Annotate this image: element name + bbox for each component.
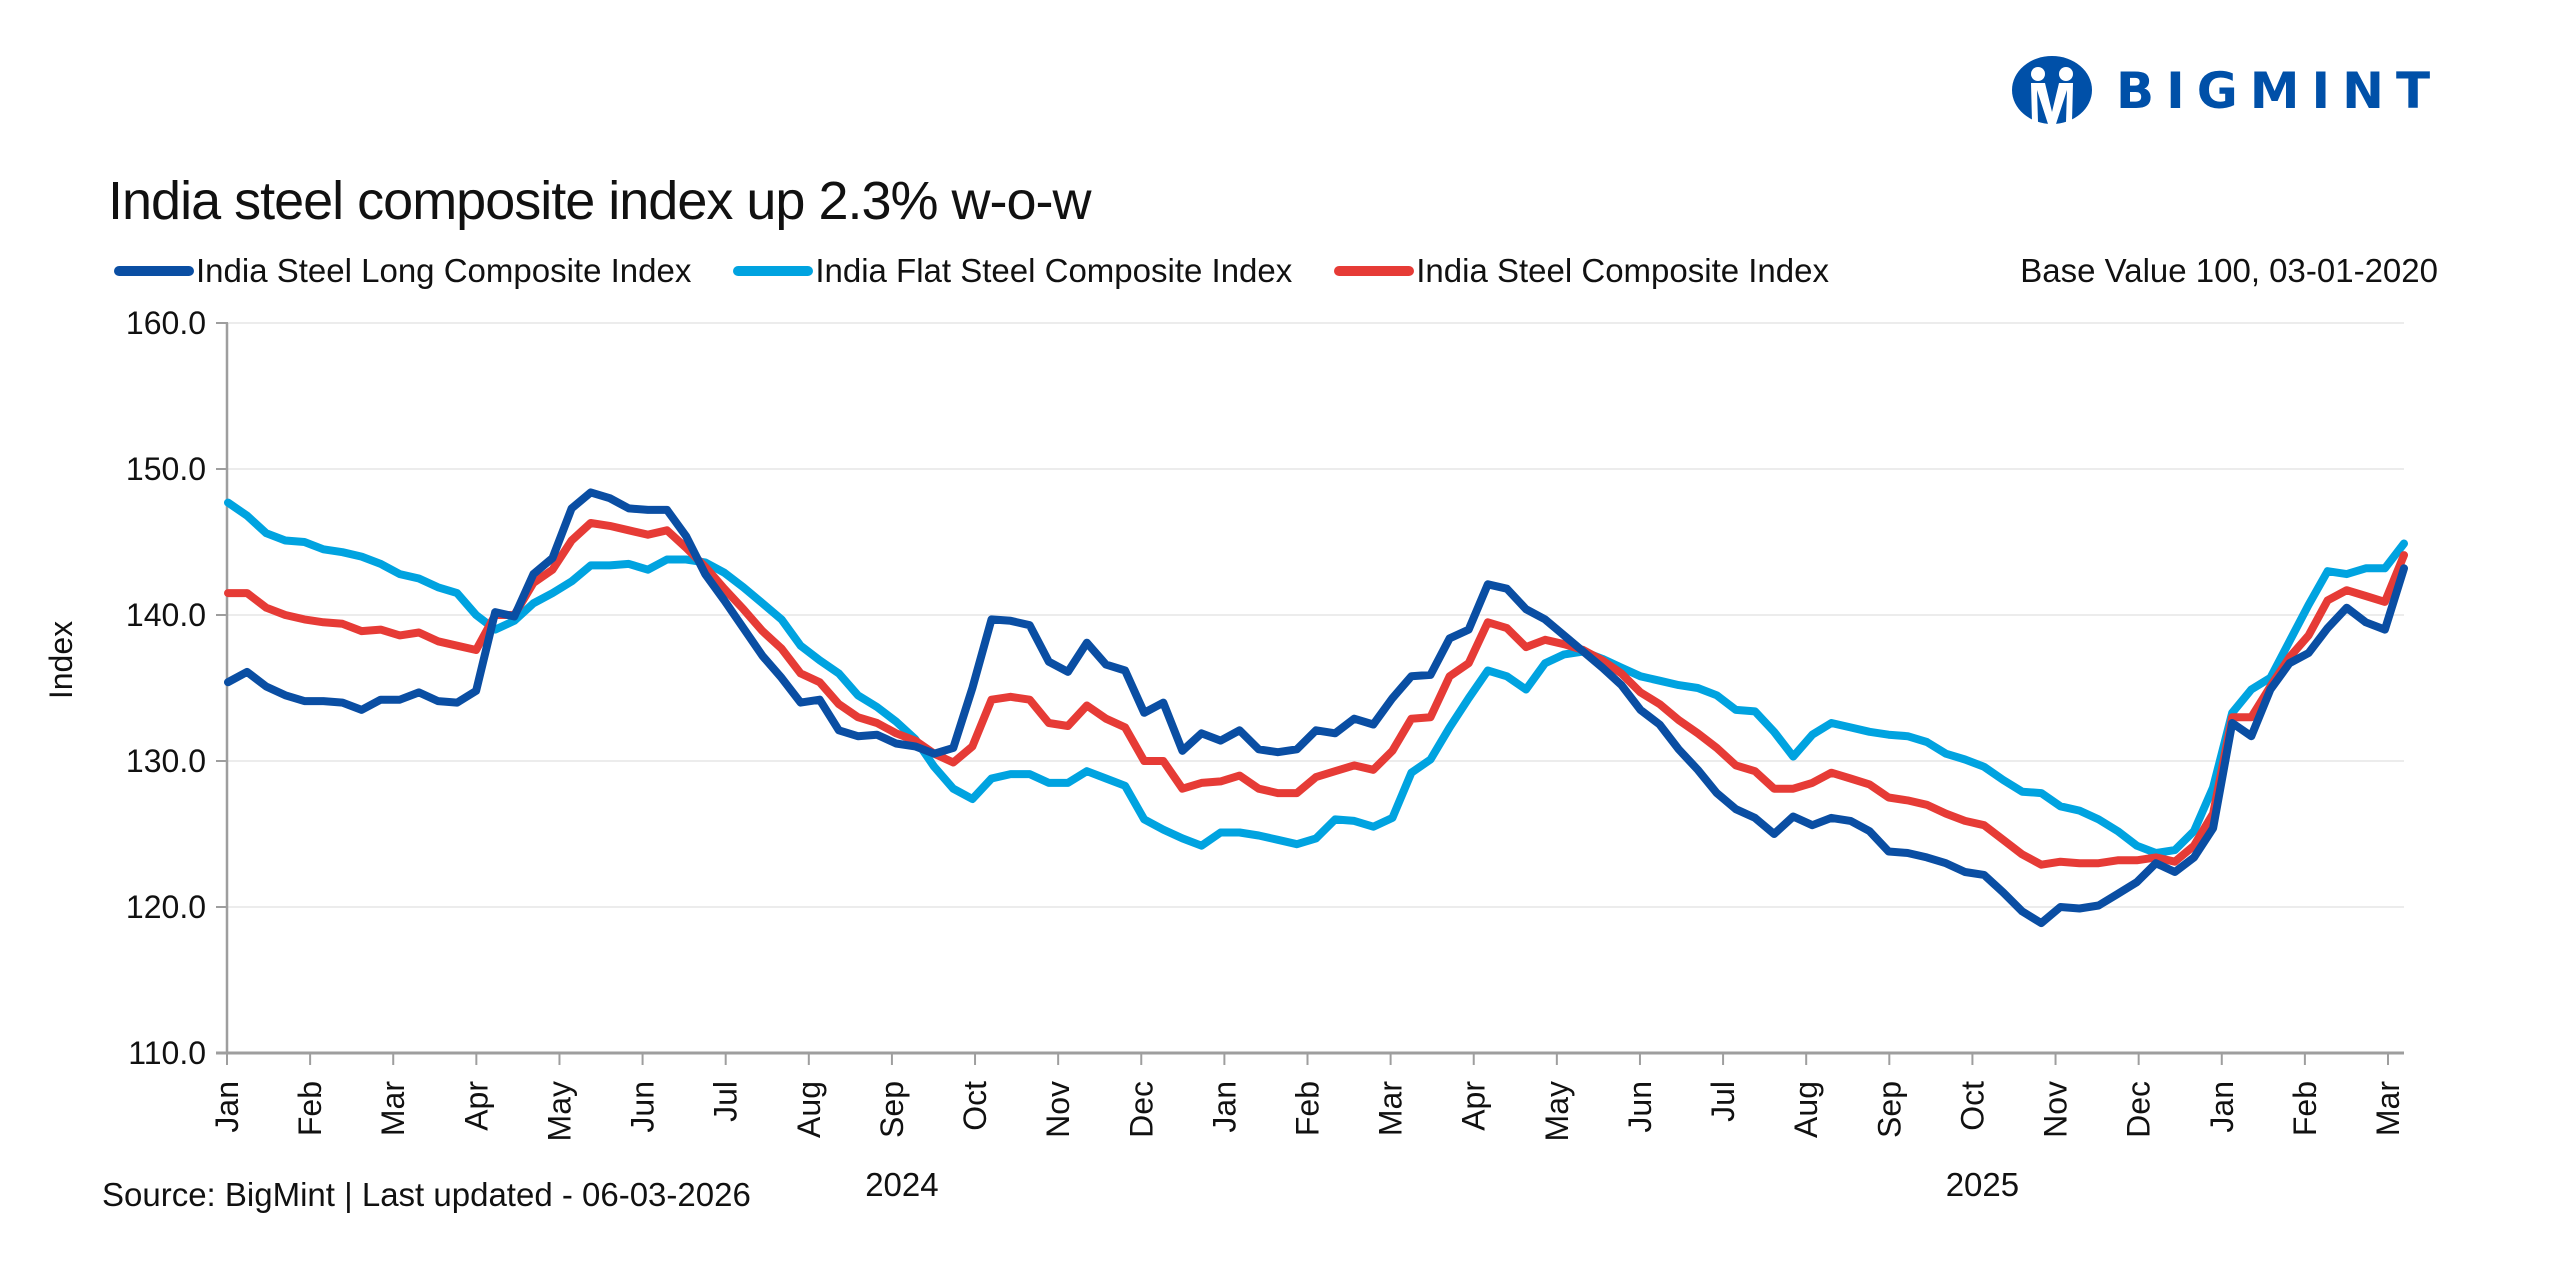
legend-label-composite: India Steel Composite Index (1416, 252, 1829, 289)
x-tick-label: Jun (625, 1081, 661, 1133)
x-tick-label: Oct (1954, 1081, 1990, 1131)
source-note: Source: BigMint | Last updated - 06-03-2… (102, 1176, 751, 1213)
x-tick-label: Dec (1123, 1081, 1159, 1138)
x-tick-label: Jul (1705, 1081, 1741, 1122)
x-tick-label: Feb (1290, 1081, 1326, 1136)
chart-title: India steel composite index up 2.3% w-o-… (108, 171, 1092, 231)
x-tick-label: Apr (458, 1081, 494, 1131)
x-tick-label: Nov (2038, 1081, 2074, 1138)
x-tick-label: Mar (2370, 1081, 2406, 1136)
bigmint-logo-icon (2012, 56, 2092, 124)
x-tick-label: Apr (1456, 1081, 1492, 1131)
legend-swatch-long (114, 266, 194, 276)
x-tick-label: Sep (874, 1081, 910, 1138)
y-tick-label: 150.0 (126, 451, 206, 487)
x-tick-label: Feb (292, 1081, 328, 1136)
y-tick-label: 140.0 (126, 597, 206, 633)
brand-name: BIGMINT (2116, 62, 2443, 120)
x-tick-label: Mar (375, 1081, 411, 1136)
series-line-india-steel-composite-index (224, 519, 2408, 869)
year-label: 2024 (865, 1166, 938, 1203)
x-tick-label: Jan (209, 1081, 245, 1133)
legend-swatch-flat (733, 266, 814, 276)
legend-item-long[interactable]: India Steel Long Composite Index (114, 252, 691, 290)
x-tick-label: Aug (1788, 1081, 1824, 1138)
chart-legend: India Steel Long Composite Index India F… (114, 252, 1871, 290)
y-tick-label: 130.0 (126, 743, 206, 779)
x-tick-label: Feb (2287, 1081, 2323, 1136)
legend-swatch-composite (1334, 266, 1415, 276)
legend-label-long: India Steel Long Composite Index (196, 252, 692, 289)
x-tick-label: Jul (708, 1081, 744, 1122)
base-value-note: Base Value 100, 03-01-2020 (2020, 252, 2438, 289)
x-tick-label: May (541, 1081, 577, 1141)
gridlines (228, 322, 2404, 908)
x-tick-label: Aug (791, 1081, 827, 1138)
series-line-india-flat-steel-composite-index (224, 498, 2408, 857)
legend-item-composite[interactable]: India Steel Composite Index (1334, 252, 1829, 290)
x-tick-label: Mar (1373, 1081, 1409, 1136)
bigmint-logo: BIGMINT (2010, 54, 2442, 128)
series-line-india-steel-long-composite-index (224, 488, 2408, 928)
year-label: 2025 (1946, 1166, 2019, 1203)
x-tick-label: Dec (2121, 1081, 2157, 1138)
x-tick-label: Jan (2204, 1081, 2240, 1133)
x-tick-label: Nov (1040, 1081, 1076, 1138)
x-axis: Jan Feb Mar Apr May Jun Jul Aug Sep Oct Nov Dec Jan F… (209, 1051, 2406, 1203)
legend-label-flat: India Flat Steel Composite Index (815, 252, 1293, 289)
x-tick-label: Sep (1871, 1081, 1907, 1138)
x-tick-label: May (1539, 1081, 1575, 1141)
series-lines (224, 488, 2408, 928)
x-tick-label: Jun (1622, 1081, 1658, 1133)
x-tick-label: Oct (957, 1081, 993, 1131)
y-tick-label: 120.0 (126, 889, 206, 925)
x-tick-label: Jan (1206, 1081, 1242, 1133)
y-axis-title: Index (43, 621, 79, 699)
legend-item-flat[interactable]: India Flat Steel Composite Index (733, 252, 1292, 290)
y-tick-label: 110.0 (128, 1035, 206, 1071)
y-axis: 110.0 120.0 130.0 140.0 150.0 160.0 (126, 305, 229, 1071)
y-tick-label: 160.0 (126, 305, 206, 341)
